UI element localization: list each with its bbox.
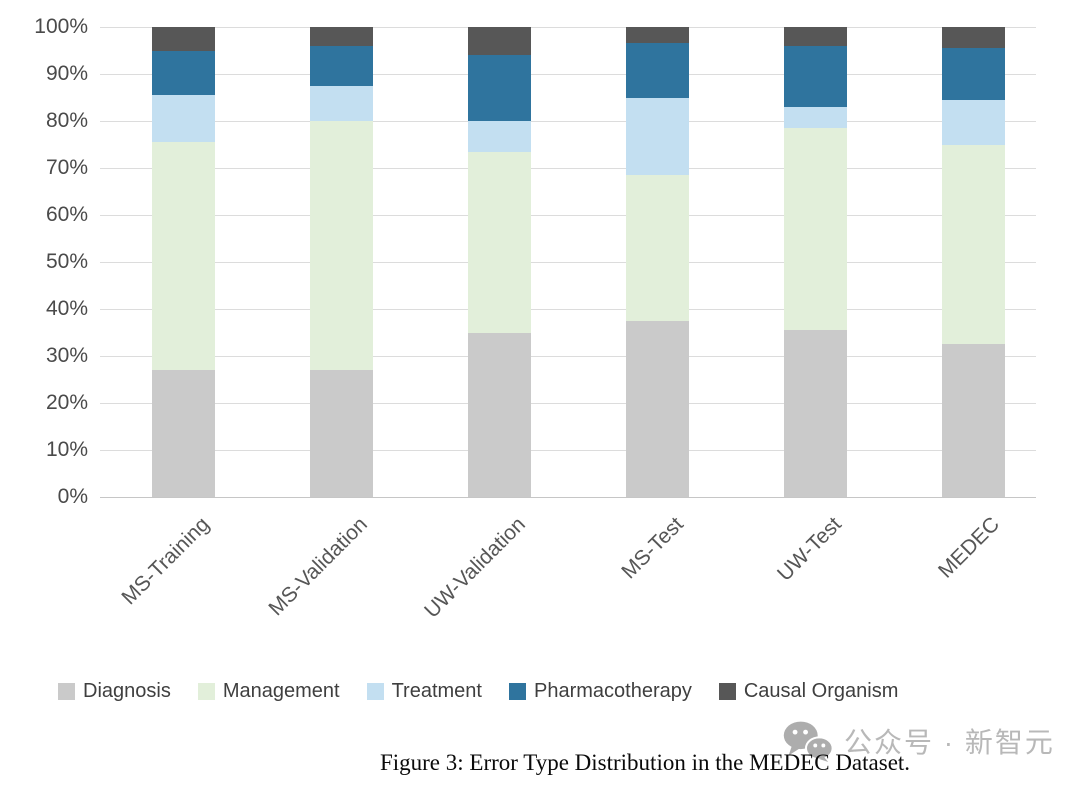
bar-segment-diagnosis <box>467 332 531 497</box>
bar-segment-treatment <box>783 106 847 129</box>
bar-segment-pharmacotherapy <box>941 48 1005 100</box>
plot-area: 0% 10% 20% 30% 40% 50% 60% 70% 80% 90% 100% <box>34 15 1036 508</box>
y-tick-label-40%: 40% <box>45 297 88 320</box>
bar-segment-diagnosis <box>941 344 1005 497</box>
bar-segment-treatment <box>309 85 373 121</box>
bar-segment-causal-organism <box>151 27 215 51</box>
bar-segment-treatment <box>467 121 531 152</box>
bar-segment-pharmacotherapy <box>467 55 531 121</box>
bar-uw-test <box>783 27 847 497</box>
legend-swatch-icon <box>718 683 736 700</box>
legend: Diagnosis Management Treatment Pharmacother… <box>58 680 1048 703</box>
gridline-0% <box>100 497 1036 498</box>
legend-label: Treatment <box>391 680 482 702</box>
legend-swatch-icon <box>58 683 75 700</box>
legend-label: Causal Organism <box>743 680 899 702</box>
y-tick-label-0%: 0% <box>57 485 88 508</box>
gridline-40% <box>100 309 1036 310</box>
legend-item-pharmacotherapy: Pharmacotherapy <box>508 680 692 703</box>
bar-segment-diagnosis <box>783 330 847 497</box>
y-tick-label-90%: 90% <box>45 62 88 85</box>
legend-label: Pharmacotherapy <box>533 680 692 702</box>
bar-segment-causal-organism <box>309 27 373 46</box>
bar-ms-validation <box>309 27 373 497</box>
gridline-30% <box>100 356 1036 357</box>
bar-segment-management <box>309 121 373 371</box>
bar-segment-causal-organism <box>783 27 847 46</box>
legend-item-diagnosis: Diagnosis <box>58 680 171 703</box>
gridline-50% <box>100 262 1036 263</box>
gridline-80% <box>100 121 1036 122</box>
bar-segment-pharmacotherapy <box>625 43 689 98</box>
bar-segment-treatment <box>625 97 689 176</box>
bar-segment-treatment <box>151 95 215 143</box>
legend-swatch-icon <box>197 683 215 700</box>
bar-segment-management <box>467 151 531 333</box>
bar-segment-management <box>625 175 689 321</box>
y-tick-label-50%: 50% <box>45 250 88 273</box>
bar-segment-pharmacotherapy <box>151 50 215 96</box>
legend-swatch-icon <box>366 683 384 700</box>
bar-segment-management <box>783 128 847 331</box>
bar-segment-diagnosis <box>309 370 373 497</box>
gridline-100% <box>100 27 1036 28</box>
legend-label: Management <box>222 680 340 702</box>
bar-segment-diagnosis <box>151 370 215 497</box>
bar-segment-management <box>941 144 1005 345</box>
figure-caption: Figure 3: Error Type Distribution in the… <box>379 750 911 775</box>
y-tick-label-20%: 20% <box>45 391 88 414</box>
gridline-90% <box>100 74 1036 75</box>
bar-segment-pharmacotherapy <box>783 45 847 107</box>
bar-segment-causal-organism <box>625 27 689 44</box>
y-tick-label-10%: 10% <box>45 438 88 461</box>
bar-segment-causal-organism <box>941 27 1005 49</box>
bar-segment-pharmacotherapy <box>309 45 373 86</box>
legend-item-management: Management <box>197 680 340 703</box>
gridline-20% <box>100 403 1036 404</box>
y-tick-label-80%: 80% <box>45 109 88 132</box>
bar-segment-management <box>151 142 215 371</box>
bar-segment-causal-organism <box>467 27 531 56</box>
gridline-10% <box>100 450 1036 451</box>
legend-swatch-icon <box>508 683 526 700</box>
bar-uw-validation <box>467 27 531 497</box>
legend-item-causal-organism: Causal Organism <box>718 680 899 703</box>
bar-ms-training <box>151 27 215 497</box>
legend-item-treatment: Treatment <box>366 680 482 703</box>
bar-segment-diagnosis <box>625 320 689 497</box>
y-tick-label-30%: 30% <box>45 344 88 367</box>
y-tick-label-60%: 60% <box>45 203 88 226</box>
bar-medec <box>941 27 1005 497</box>
bar-ms-test <box>625 27 689 497</box>
y-tick-label-70%: 70% <box>45 156 88 179</box>
gridline-70% <box>100 168 1036 169</box>
gridline-60% <box>100 215 1036 216</box>
bar-segment-treatment <box>941 99 1005 145</box>
legend-label: Diagnosis <box>83 680 171 702</box>
y-tick-label-100%: 100% <box>34 15 88 38</box>
